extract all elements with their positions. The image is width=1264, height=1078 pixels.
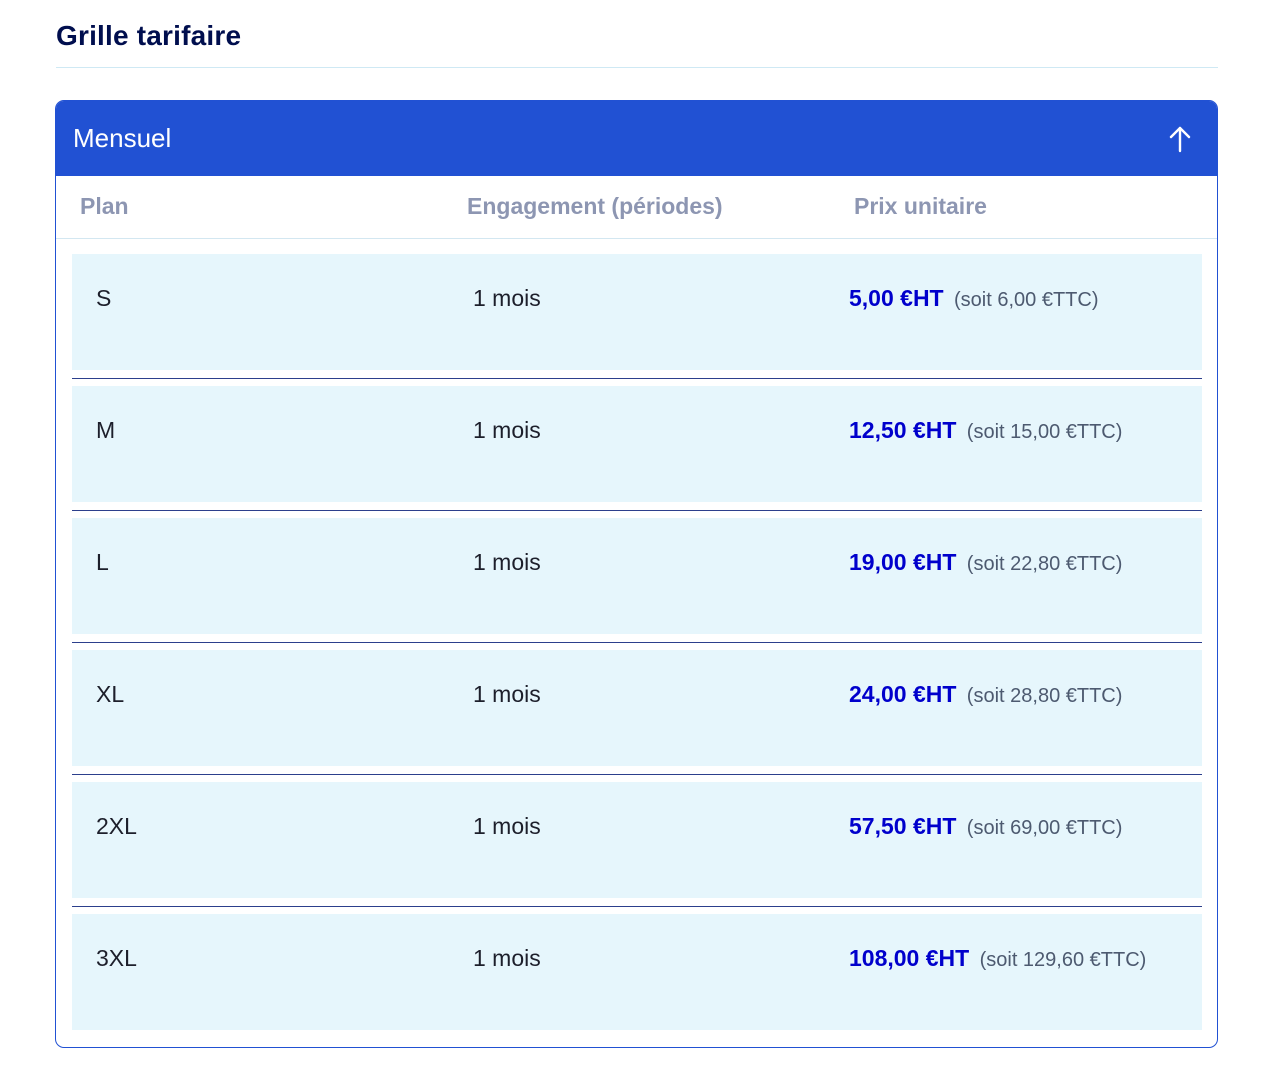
price-ttc: (soit 6,00 €TTC) <box>954 289 1099 311</box>
section-title: Grille tarifaire <box>56 20 242 51</box>
row-divider <box>72 378 1202 394</box>
price-ttc: (soit 22,80 €TTC) <box>966 553 1123 575</box>
column-header-price: Prix unitaire <box>854 193 987 219</box>
engagement-cell: 1 mois <box>473 549 541 575</box>
price-ht: 57,50 €HT <box>849 813 957 839</box>
price-cell: 5,00 €HT (soit 6,00 €TTC) <box>849 285 1098 312</box>
engagement-cell: 1 mois <box>473 285 541 311</box>
price-ttc: (soit 15,00 €TTC) <box>966 421 1123 443</box>
price-cell: 19,00 €HT (soit 22,80 €TTC) <box>849 549 1122 576</box>
price-ht: 12,50 €HT <box>849 417 957 443</box>
table-row: M 1 mois 12,50 €HT (soit 15,00 €TTC) <box>72 386 1202 502</box>
row-divider <box>72 906 1202 922</box>
engagement-cell: 1 mois <box>473 681 541 707</box>
column-header-plan: Plan <box>80 193 129 219</box>
price-ttc: (soit 129,60 €TTC) <box>979 949 1147 971</box>
table-header <box>56 176 1217 239</box>
row-divider <box>72 774 1202 790</box>
price-cell: 12,50 €HT (soit 15,00 €TTC) <box>849 417 1122 444</box>
table-row: 3XL 1 mois 108,00 €HT (soit 129,60 €TTC) <box>72 914 1202 1030</box>
row-divider <box>72 642 1202 658</box>
price-cell: 57,50 €HT (soit 69,00 €TTC) <box>849 813 1122 840</box>
price-cell: 24,00 €HT (soit 28,80 €TTC) <box>849 681 1122 708</box>
column-header-engagement: Engagement (périodes) <box>467 193 723 219</box>
pricing-rows: S 1 mois 5,00 €HT (soit 6,00 €TTC) M 1 m… <box>72 254 1202 1030</box>
row-divider <box>72 510 1202 526</box>
plan-cell: M <box>96 417 116 443</box>
table-row: L 1 mois 19,00 €HT (soit 22,80 €TTC) <box>72 518 1202 634</box>
plan-cell: XL <box>96 681 125 707</box>
arrow-up-icon[interactable] <box>1165 122 1195 156</box>
table-row: S 1 mois 5,00 €HT (soit 6,00 €TTC) <box>72 254 1202 370</box>
panel-header[interactable]: Mensuel <box>56 101 1217 176</box>
pricing-panel: Mensuel Plan Engagement (périodes) Prix … <box>55 100 1218 1048</box>
price-ttc: (soit 28,80 €TTC) <box>966 685 1123 707</box>
price-cell: 108,00 €HT (soit 129,60 €TTC) <box>849 945 1146 972</box>
price-ht: 24,00 €HT <box>849 681 957 707</box>
title-divider <box>56 67 1218 68</box>
plan-cell: L <box>96 549 109 575</box>
price-ttc: (soit 69,00 €TTC) <box>966 817 1123 839</box>
engagement-cell: 1 mois <box>473 813 541 839</box>
table-row: XL 1 mois 24,00 €HT (soit 28,80 €TTC) <box>72 650 1202 766</box>
plan-cell: 3XL <box>96 945 137 971</box>
price-ht: 5,00 €HT <box>849 285 944 311</box>
panel-title: Mensuel <box>73 123 172 153</box>
price-ht: 19,00 €HT <box>849 549 957 575</box>
plan-cell: S <box>96 285 112 311</box>
table-row: 2XL 1 mois 57,50 €HT (soit 69,00 €TTC) <box>72 782 1202 898</box>
engagement-cell: 1 mois <box>473 945 541 971</box>
engagement-cell: 1 mois <box>473 417 541 443</box>
price-ht: 108,00 €HT <box>849 945 970 971</box>
plan-cell: 2XL <box>96 813 137 839</box>
